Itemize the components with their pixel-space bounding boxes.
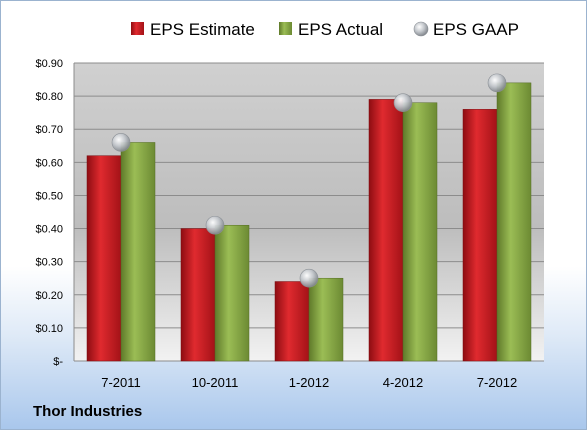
- bar-eps-actual: [120, 142, 156, 362]
- legend-swatch-eps-estimate: [131, 22, 144, 35]
- marker-eps-gaap: [487, 73, 507, 93]
- x-tick-label: 10-2011: [192, 375, 239, 390]
- marker-eps-gaap: [205, 215, 225, 235]
- y-tick-label: $0.10: [35, 323, 63, 335]
- bar-eps-estimate: [274, 281, 310, 362]
- x-tick-label: 4-2012: [383, 375, 423, 390]
- y-tick-label: $-: [53, 356, 63, 368]
- bar-eps-actual: [308, 277, 344, 362]
- marker-eps-gaap: [111, 133, 131, 152]
- bars: [86, 82, 532, 362]
- x-tick-label: 1-2012: [289, 375, 329, 390]
- legend-swatch-eps-actual: [279, 22, 292, 35]
- legend-swatch-eps-gaap: [413, 21, 429, 37]
- bar-eps-actual: [496, 82, 532, 362]
- y-tick-label: $0.40: [35, 224, 63, 236]
- y-axis-labels: $- $0.10 $0.20 $0.30 $0.40 $0.50 $0.60 $0.70 $0.…: [35, 58, 63, 368]
- legend: EPS Estimate EPS Actual EPS GAAP: [131, 20, 519, 39]
- bar-eps-actual: [402, 102, 438, 362]
- legend-label: EPS GAAP: [433, 20, 519, 39]
- bar-eps-actual: [214, 224, 250, 362]
- y-tick-label: $0.50: [35, 190, 63, 202]
- y-tick-label: $0.30: [35, 257, 63, 269]
- bar-eps-estimate: [368, 99, 404, 362]
- legend-label: EPS Estimate: [150, 20, 255, 39]
- y-tick-label: $0.70: [35, 124, 63, 136]
- company-name: Thor Industries: [33, 403, 143, 420]
- marker-eps-gaap: [299, 268, 319, 288]
- y-tick-label: $0.90: [35, 58, 63, 70]
- y-tick-label: $0.80: [35, 91, 63, 103]
- gaap-markers: [111, 73, 507, 288]
- bar-eps-estimate: [462, 109, 498, 362]
- bar-eps-estimate: [180, 228, 216, 362]
- x-tick-label: 7-2012: [477, 375, 517, 390]
- x-tick-label: 7-2011: [101, 375, 141, 390]
- bar-eps-estimate: [86, 155, 122, 362]
- marker-eps-gaap: [393, 93, 413, 113]
- legend-label: EPS Actual: [298, 20, 383, 39]
- x-axis-labels: 7-2011 10-2011 1-2012 4-2012 7-2012: [101, 375, 517, 390]
- y-tick-label: $0.20: [35, 290, 63, 302]
- y-tick-label: $0.60: [35, 157, 63, 169]
